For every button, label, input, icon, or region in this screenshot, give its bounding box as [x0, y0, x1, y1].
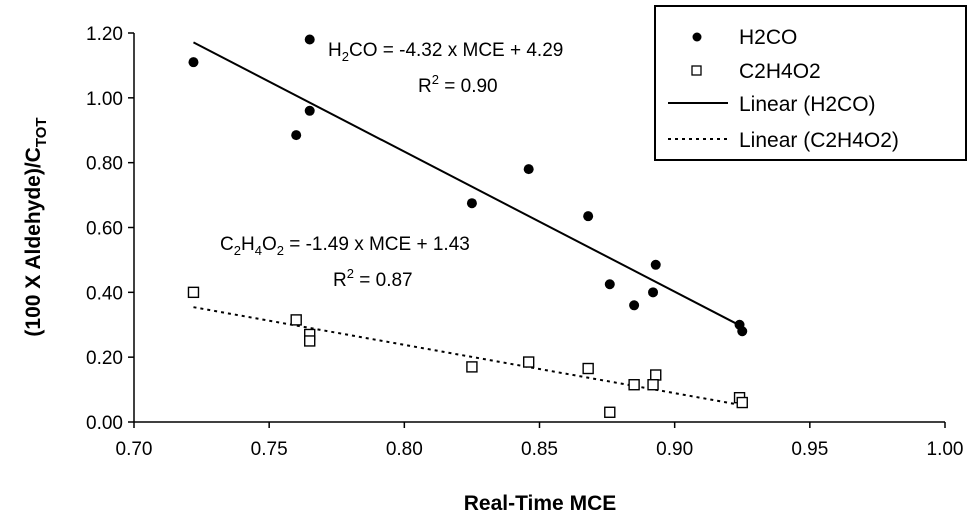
x-axis-title: Real-Time MCE [464, 492, 617, 515]
y-ticks: 0.00 0.20 0.40 0.60 0.80 1.00 1.20 [86, 24, 134, 434]
point-h2co [523, 164, 534, 175]
point-c2h4o2 [304, 335, 316, 347]
point-h2co [304, 105, 315, 116]
x-tick-label: 0.85 [521, 439, 558, 460]
trendline-c2h4o2 [193, 306, 743, 407]
point-c2h4o2 [290, 314, 302, 326]
equation-h2co: H2CO = -4.32 x MCE + 4.29 R2 = 0.90 [328, 40, 563, 97]
legend: H2CO C2H4O2 Linear (H2CO) Linear (C2H4O2… [654, 5, 967, 161]
y-axis-title: (100 X Aldehyde)/CTOT [22, 117, 50, 336]
y-axis-title-main: (100 X Aldehyde)/C [22, 147, 45, 336]
point-c2h4o2 [650, 369, 662, 381]
point-c2h4o2 [647, 379, 659, 391]
legend-box [654, 5, 967, 161]
point-h2co [466, 198, 477, 209]
y-tick-label: 0.60 [86, 219, 123, 240]
eq2-sub3: 2 [277, 243, 284, 258]
eq2-sub1: 2 [234, 243, 241, 258]
eq2-sub2: 4 [255, 243, 262, 258]
eq1-co: CO [349, 40, 378, 61]
point-h2co [629, 300, 640, 311]
eq1-h: H [328, 40, 342, 61]
eq2-c: C [220, 234, 234, 255]
eq2-rhs: = -1.49 x MCE + 1.43 [284, 234, 470, 255]
legend-marker-h2co [692, 32, 702, 42]
trendline-h2co [193, 41, 743, 328]
point-c2h4o2 [582, 362, 594, 375]
legend-label-linear-h2co: Linear (H2CO) [739, 93, 876, 116]
point-h2co [650, 259, 661, 270]
y-tick-label: 1.00 [86, 89, 123, 110]
equation-h2co-r2: R2 = 0.90 [418, 72, 498, 97]
eq2-r2-sup: 2 [347, 266, 354, 281]
point-h2co [604, 279, 615, 290]
equation-c2h4o2-r2: R2 = 0.87 [333, 266, 413, 291]
eq1-r2-val: = 0.90 [439, 76, 498, 97]
y-tick-label: 0.80 [86, 154, 123, 175]
eq2-r2-val: = 0.87 [354, 270, 413, 291]
x-tick-label: 1.00 [927, 439, 964, 460]
x-tick-label: 0.70 [116, 439, 153, 460]
y-tick-label: 0.20 [86, 348, 123, 369]
legend-label-h2co: H2CO [739, 26, 797, 49]
equation-c2h4o2: C2H4O2 = -1.49 x MCE + 1.43 R2 = 0.87 [220, 234, 470, 291]
point-h2co [188, 57, 199, 68]
x-tick-label: 0.90 [656, 439, 693, 460]
y-axis-title-sub: TOT [33, 117, 50, 147]
x-tick-label: 0.95 [791, 439, 828, 460]
point-h2co [737, 326, 748, 337]
y-tick-label: 1.20 [86, 24, 123, 45]
point-h2co [291, 130, 302, 141]
equation-h2co-line1: H2CO = -4.32 x MCE + 4.29 [328, 40, 563, 64]
point-c2h4o2 [628, 379, 640, 391]
x-tick-label: 0.75 [251, 439, 288, 460]
point-c2h4o2 [466, 361, 478, 373]
point-c2h4o2 [187, 286, 200, 299]
point-c2h4o2 [736, 396, 748, 409]
point-h2co [304, 34, 315, 45]
point-h2co [583, 211, 594, 222]
y-tick-label: 0.00 [86, 413, 123, 434]
point-c2h4o2 [522, 356, 535, 368]
point-c2h4o2 [604, 406, 616, 418]
data-points [187, 34, 748, 418]
point-h2co [648, 287, 659, 298]
legend-label-linear-c2h4o2: Linear (C2H4O2) [739, 129, 899, 152]
x-ticks: 0.70 0.75 0.80 0.85 0.90 0.95 1.00 [116, 422, 964, 460]
eq2-h: H [241, 234, 255, 255]
legend-marker-c2h4o2 [691, 65, 702, 76]
eq1-r2-sup: 2 [432, 72, 439, 87]
y-tick-label: 0.40 [86, 283, 123, 304]
eq1-rhs: = -4.32 x MCE + 4.29 [377, 40, 563, 61]
eq1-sub: 2 [342, 49, 349, 64]
x-tick-label: 0.80 [386, 439, 423, 460]
legend-label-c2h4o2: C2H4O2 [739, 60, 821, 83]
equation-c2h4o2-line1: C2H4O2 = -1.49 x MCE + 1.43 [220, 234, 470, 258]
eq2-o: O [262, 234, 277, 255]
